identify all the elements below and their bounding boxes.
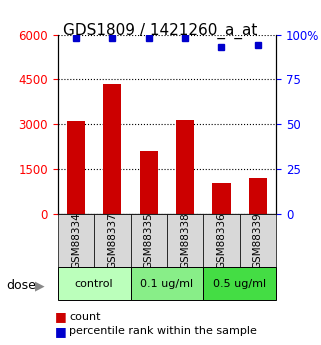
FancyBboxPatch shape bbox=[131, 214, 167, 267]
FancyBboxPatch shape bbox=[203, 214, 240, 267]
Bar bbox=[213, 183, 230, 214]
FancyBboxPatch shape bbox=[240, 214, 276, 267]
Text: control: control bbox=[75, 279, 113, 289]
Bar bbox=[140, 151, 158, 214]
FancyBboxPatch shape bbox=[58, 214, 94, 267]
Bar bbox=[103, 84, 121, 214]
Text: percentile rank within the sample: percentile rank within the sample bbox=[69, 326, 257, 336]
Text: ■: ■ bbox=[55, 325, 66, 338]
Text: dose: dose bbox=[6, 279, 36, 292]
Text: count: count bbox=[69, 312, 100, 322]
Bar bbox=[176, 120, 194, 214]
Text: GSM88334: GSM88334 bbox=[71, 212, 81, 269]
Bar bbox=[249, 178, 267, 214]
Bar bbox=[67, 121, 85, 214]
FancyBboxPatch shape bbox=[94, 214, 131, 267]
FancyBboxPatch shape bbox=[203, 267, 276, 300]
Text: 0.5 ug/ml: 0.5 ug/ml bbox=[213, 279, 266, 289]
Text: GSM88336: GSM88336 bbox=[216, 212, 227, 269]
FancyBboxPatch shape bbox=[167, 214, 203, 267]
FancyBboxPatch shape bbox=[58, 267, 131, 300]
FancyBboxPatch shape bbox=[131, 267, 203, 300]
Text: 0.1 ug/ml: 0.1 ug/ml bbox=[140, 279, 194, 289]
Text: GDS1809 / 1421260_a_at: GDS1809 / 1421260_a_at bbox=[63, 22, 258, 39]
Text: ■: ■ bbox=[55, 310, 66, 323]
Text: GSM88338: GSM88338 bbox=[180, 212, 190, 269]
Text: GSM88337: GSM88337 bbox=[107, 212, 117, 269]
Text: ▶: ▶ bbox=[35, 279, 45, 292]
Text: GSM88335: GSM88335 bbox=[144, 212, 154, 269]
Text: GSM88339: GSM88339 bbox=[253, 212, 263, 269]
